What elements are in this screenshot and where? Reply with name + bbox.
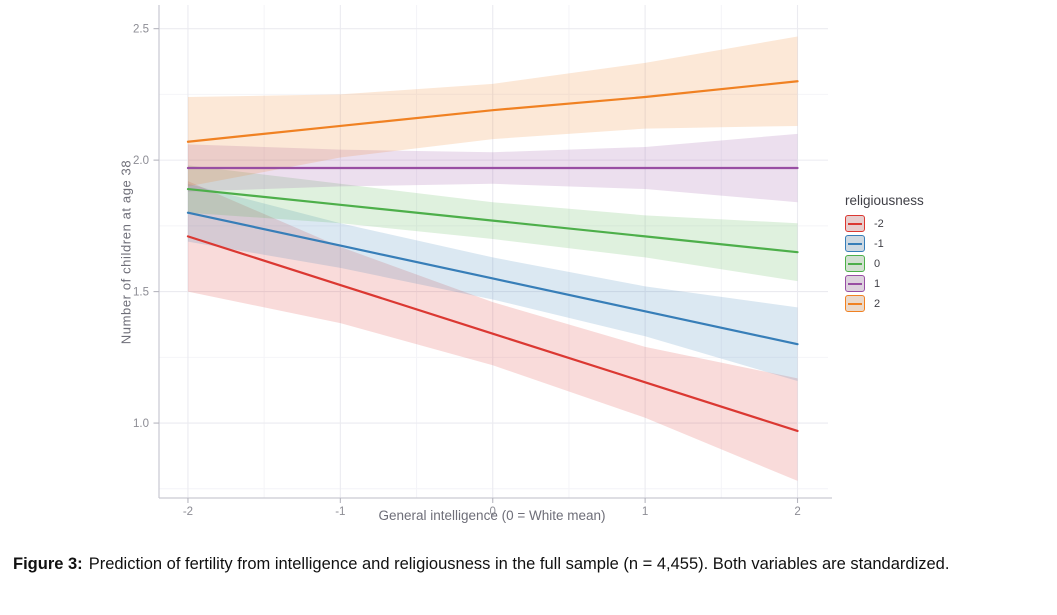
legend-key-swatch xyxy=(845,275,865,292)
legend-key-line xyxy=(848,242,862,245)
legend-key-line xyxy=(848,282,862,285)
ribbon-religiousness-2 xyxy=(187,36,798,187)
legend-key-swatch xyxy=(845,255,865,272)
x-tick-label: 0 xyxy=(490,506,496,518)
legend-item-religiousness--2: -2 xyxy=(845,215,924,232)
axis-lines xyxy=(158,5,832,499)
legend-key-swatch xyxy=(845,295,865,312)
legend-item-religiousness-2: 2 xyxy=(845,295,924,312)
ribbon-religiousness--2 xyxy=(187,181,798,481)
tick-labels: -2 -1 0 1 2 1.0 1.5 2.0 2.5 xyxy=(133,24,801,518)
tick-marks xyxy=(153,28,799,503)
y-tick-label: 1.5 xyxy=(133,287,149,299)
legend-label: -2 xyxy=(874,217,884,230)
fertility-chart-svg: -2 -1 0 1 2 1.0 1.5 2.0 2.5 xyxy=(133,5,832,518)
line-religiousness-0 xyxy=(186,187,799,254)
legend-item-religiousness--1: -1 xyxy=(845,235,924,252)
x-tick-label: 2 xyxy=(794,506,800,518)
legend-label: 0 xyxy=(874,257,881,270)
legend-item-religiousness-1: 1 xyxy=(845,275,924,292)
x-axis-title: General intelligence (0 = White mean) xyxy=(378,508,606,523)
legend-label: 1 xyxy=(874,277,881,290)
x-tick-label: -2 xyxy=(183,506,193,518)
legend-key-line xyxy=(848,262,862,265)
regression-lines xyxy=(186,80,799,433)
legend-item-religiousness-0: 0 xyxy=(845,255,924,272)
figure-caption: Figure 3: Prediction of fertility from in… xyxy=(13,550,1051,578)
line-religiousness-2 xyxy=(186,80,799,143)
x-tick-label: 1 xyxy=(642,506,648,518)
legend-key-line xyxy=(848,222,862,225)
legend-items: -2 -1 0 1 2 xyxy=(845,215,924,312)
line-religiousness--1 xyxy=(186,211,799,346)
ribbon-religiousness--1 xyxy=(187,183,798,381)
x-tick-label: -1 xyxy=(335,506,345,518)
ribbon-religiousness-0 xyxy=(187,165,798,282)
y-tick-label: 1.0 xyxy=(133,418,149,430)
caption-text: Prediction of fertility from intelligenc… xyxy=(88,555,950,573)
legend-key-swatch xyxy=(845,215,865,232)
line-religiousness--2 xyxy=(186,235,799,433)
y-axis-title: Number of children at age 38 xyxy=(118,159,134,345)
legend-key-swatch xyxy=(845,235,865,252)
legend-title: religiousness xyxy=(845,193,924,208)
gridlines-minor xyxy=(159,5,828,498)
y-tick-label: 2.5 xyxy=(133,24,149,36)
legend-label: -1 xyxy=(874,237,884,250)
legend-key-line xyxy=(848,302,862,305)
y-tick-label: 2.0 xyxy=(133,155,149,167)
legend-label: 2 xyxy=(874,297,881,310)
caption-label: Figure 3: xyxy=(13,555,83,573)
legend: religiousness -2 -1 0 1 2 xyxy=(845,193,924,315)
